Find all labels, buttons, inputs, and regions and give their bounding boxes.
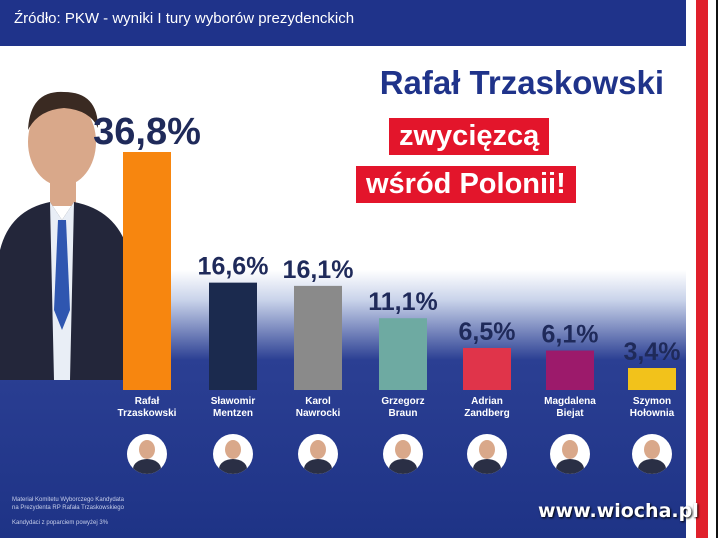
avatar-body — [389, 459, 417, 474]
bar-6 — [546, 350, 594, 390]
infographic: Źródło: PKW - wyniki I tury wyborów prez… — [0, 0, 686, 538]
candidate-avatar — [383, 434, 423, 474]
value-label: 36,8% — [93, 111, 201, 153]
candidate-name-line: Trzaskowski — [118, 408, 177, 419]
candidate-name-line: Nawrocki — [296, 408, 341, 419]
candidate-name-line: Rafał — [135, 396, 160, 407]
legal-note: Materiał Komitetu Wyborczego Kandydata n… — [12, 496, 212, 512]
candidate-name-line: Hołownia — [630, 408, 675, 419]
avatar-body — [304, 459, 332, 474]
avatar-face — [562, 440, 578, 459]
candidate-name-line: Szymon — [633, 396, 671, 407]
side-stripes — [686, 0, 718, 538]
threshold-note: Kandydaci z poparciem powyżej 3% — [12, 520, 109, 526]
avatar-face — [395, 440, 411, 459]
candidate-name-line: Zandberg — [464, 408, 510, 419]
watermark: www.wiocha.pl — [538, 500, 699, 522]
value-label: 6,1% — [542, 321, 599, 349]
avatar-body — [556, 459, 584, 474]
candidate-name-line: Sławomir — [211, 396, 256, 407]
bar-1 — [123, 152, 171, 390]
value-label: 11,1% — [368, 288, 438, 316]
avatar-body — [473, 459, 501, 474]
legal-note-line: na Prezydenta RP Rafała Trzaskowskiego — [12, 505, 124, 511]
avatar-face — [139, 440, 155, 459]
candidate-name-line: Grzegorz — [381, 396, 424, 407]
red-stripe — [696, 0, 708, 538]
candidate-name-line: Adrian — [471, 396, 503, 407]
headline: Rafał Trzaskowski — [379, 64, 664, 101]
candidate-name-line: Magdalena — [544, 396, 596, 407]
value-label: 16,1% — [283, 256, 354, 284]
candidate-name-line: Braun — [389, 408, 418, 419]
top-bar: Źródło: PKW - wyniki I tury wyborów prez… — [0, 0, 686, 46]
candidate-avatar — [127, 434, 167, 474]
bar-7 — [628, 368, 676, 390]
bar-2 — [209, 282, 257, 390]
avatar-face — [644, 440, 660, 459]
tagline-polonia: wśród Polonii! — [356, 166, 576, 203]
avatar-face — [479, 440, 495, 459]
tagline-winner: zwycięzcą — [389, 118, 550, 155]
candidate-avatar — [213, 434, 253, 474]
avatar-body — [638, 459, 666, 474]
avatar-body — [133, 459, 161, 474]
avatar-face — [310, 440, 326, 459]
source-label: Źródło: PKW - wyniki I tury wyborów prez… — [14, 10, 355, 27]
candidate-name-line: Biejat — [556, 408, 584, 419]
bar-4 — [379, 318, 427, 390]
value-label: 6,5% — [459, 318, 516, 346]
value-label: 3,4% — [624, 338, 681, 366]
avatar-face — [225, 440, 241, 459]
candidate-portrait — [0, 91, 128, 380]
bar-5 — [463, 347, 511, 390]
candidate-avatar — [298, 434, 338, 474]
value-label: 16,6% — [198, 253, 269, 281]
candidate-avatar — [632, 434, 672, 474]
avatar-body — [219, 459, 247, 474]
candidate-avatar — [550, 434, 590, 474]
edge-line — [716, 0, 718, 538]
candidate-name-line: Karol — [305, 396, 331, 407]
candidate-avatar — [467, 434, 507, 474]
bar-3 — [294, 285, 342, 390]
legal-note-line: Materiał Komitetu Wyborczego Kandydata — [12, 497, 125, 503]
candidate-name-line: Mentzen — [213, 408, 253, 419]
